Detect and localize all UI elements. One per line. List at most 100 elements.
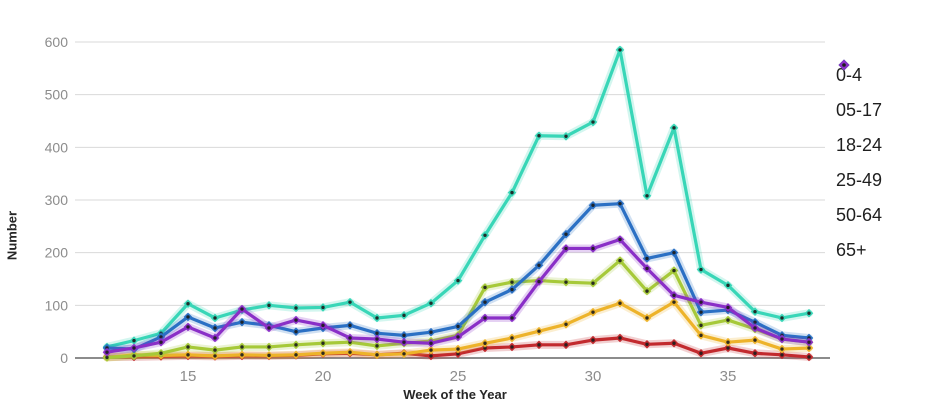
data-point-center — [753, 320, 757, 324]
y-tick-label: 100 — [45, 297, 69, 313]
data-point-center — [456, 324, 460, 329]
data-point-center — [618, 48, 622, 52]
y-tick-label: 600 — [45, 34, 69, 50]
data-point-center — [213, 354, 217, 358]
legend-label: 65+ — [836, 239, 867, 260]
data-point-center — [510, 190, 514, 195]
data-point-center — [402, 340, 406, 344]
legend-item-05-17[interactable]: 05-17 — [836, 59, 882, 127]
data-point-center — [429, 330, 433, 334]
data-point-center — [159, 351, 163, 355]
data-point-center — [429, 348, 433, 352]
data-point-center — [294, 343, 298, 347]
y-tick-label: 200 — [45, 245, 69, 261]
legend-label: 18-24 — [836, 134, 883, 155]
data-point-center — [294, 318, 298, 322]
data-point-center — [267, 345, 271, 349]
data-point-center — [402, 333, 406, 338]
data-point-center — [510, 336, 514, 340]
data-point-center — [699, 333, 703, 338]
x-axis-title: Week of the Year — [403, 387, 507, 402]
x-tick-label: 15 — [180, 368, 197, 385]
data-point-center — [348, 336, 352, 340]
data-point-center — [726, 318, 730, 322]
legend: 0-4 05-17 18-24 25-49 50-64 65+ — [836, 57, 882, 267]
data-point-center — [429, 341, 433, 345]
x-tick-label: 35 — [720, 368, 737, 385]
data-point-center — [456, 278, 460, 283]
data-point-center — [159, 340, 163, 344]
data-point-center — [645, 316, 649, 320]
data-point-center — [294, 353, 298, 357]
data-point-center — [618, 237, 622, 242]
data-point-center — [186, 302, 190, 306]
data-point-center — [267, 326, 271, 330]
legend-item-25-49[interactable]: 25-49 — [836, 59, 883, 197]
data-point-center — [564, 280, 568, 284]
data-point-center — [753, 338, 757, 342]
data-point-center — [618, 301, 622, 305]
data-point-center — [132, 354, 136, 358]
data-point-center — [645, 289, 649, 293]
data-point-center — [213, 326, 217, 330]
data-point-center — [807, 340, 811, 344]
data-point-center — [186, 345, 190, 349]
data-point-center — [726, 305, 730, 310]
data-point-center — [375, 331, 379, 335]
data-point-center — [429, 354, 433, 358]
data-point-center — [105, 350, 109, 354]
legend-marker-icon — [838, 59, 850, 71]
data-point-center — [213, 316, 217, 320]
data-point-center — [645, 256, 649, 261]
data-point-center — [375, 353, 379, 357]
data-point-center — [726, 346, 730, 350]
series-25-49 — [102, 45, 814, 352]
data-point-center — [240, 307, 244, 311]
data-point-center — [591, 310, 595, 314]
data-point-center — [537, 263, 541, 268]
data-point-center — [591, 203, 595, 207]
series-05-17 — [102, 297, 814, 362]
data-point-center — [483, 316, 487, 320]
data-point-center — [240, 353, 244, 357]
data-point-center — [618, 201, 622, 206]
data-point-center — [645, 266, 649, 271]
x-tick-label: 25 — [450, 368, 467, 385]
data-point-center — [780, 316, 784, 320]
data-point-center — [591, 120, 595, 124]
data-point-center — [753, 351, 757, 355]
data-point-center — [672, 268, 676, 273]
data-point-center — [159, 335, 163, 339]
data-point-center — [807, 346, 811, 350]
data-point-center — [699, 300, 703, 304]
legend-item-18-24[interactable]: 18-24 — [836, 59, 883, 162]
data-point-center — [780, 353, 784, 357]
y-tick-label: 500 — [45, 87, 69, 103]
data-point-center — [780, 347, 784, 351]
data-point-center — [321, 305, 325, 310]
data-point-center — [213, 336, 217, 340]
data-point-center — [672, 250, 676, 255]
y-axis-title: Number — [4, 210, 20, 261]
data-point-center — [375, 337, 379, 341]
legend-item-65plus[interactable]: 65+ — [836, 59, 882, 267]
legend-label: 25-49 — [836, 169, 883, 190]
data-point-center — [807, 355, 811, 359]
data-point-center — [402, 352, 406, 356]
data-point-center — [240, 345, 244, 349]
data-point-center — [321, 351, 325, 355]
data-point-center — [456, 347, 460, 351]
data-point-center — [537, 279, 541, 284]
data-point-center — [510, 280, 514, 284]
data-point-center — [186, 315, 190, 319]
data-point-center — [672, 300, 676, 304]
legend-item-50-64[interactable]: 50-64 — [836, 59, 882, 232]
data-point-center — [483, 341, 487, 345]
data-point-center — [672, 341, 676, 345]
data-point-center — [618, 336, 622, 340]
data-point-center — [618, 258, 622, 263]
data-point-center — [483, 285, 487, 290]
y-tick-label: 400 — [45, 139, 69, 155]
data-point-center — [348, 300, 352, 304]
